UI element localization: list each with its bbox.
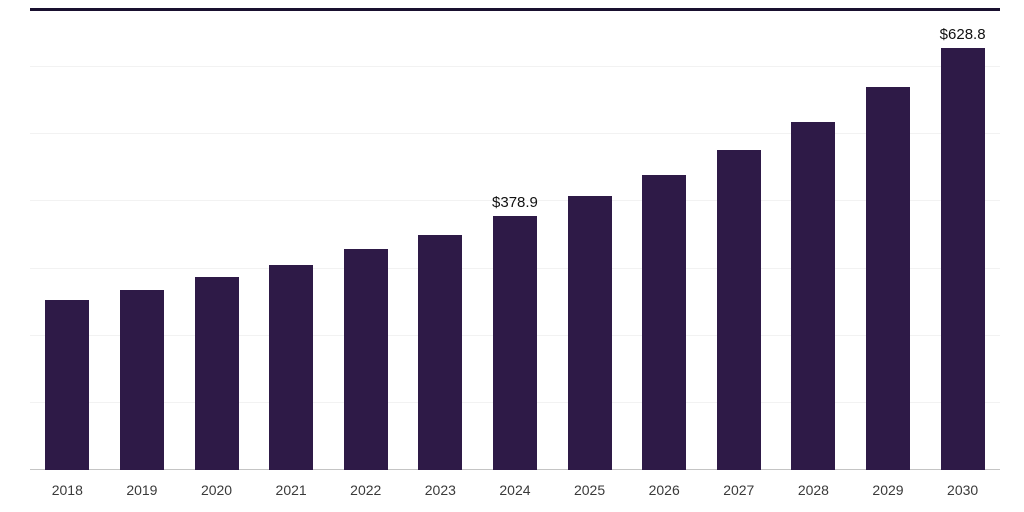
bar-slot <box>552 0 627 470</box>
bar-slot: $628.8 <box>925 0 1000 470</box>
bar <box>343 249 388 470</box>
gridline <box>30 200 1000 202</box>
bar-value-label: $628.8 <box>939 25 986 43</box>
bar-slot <box>30 0 105 470</box>
bar <box>269 264 314 470</box>
bar-slot <box>627 0 702 470</box>
bar-slot: $378.9 <box>478 0 553 470</box>
bar-slot <box>254 0 329 470</box>
gridline <box>30 66 1000 68</box>
x-axis-label: 2029 <box>872 482 904 498</box>
x-axis-label: 2027 <box>723 482 755 498</box>
x-axis-label: 2026 <box>648 482 680 498</box>
x-axis-label: 2019 <box>126 482 158 498</box>
bar-slot <box>328 0 403 470</box>
x-axis: 2018 2019 2020 2021 2022 2023 2024 2025 2026 2027… <box>30 470 1000 512</box>
chart-top-border <box>30 8 1000 11</box>
x-axis-label: 2024 <box>499 482 531 498</box>
bar-slot <box>776 0 851 470</box>
x-axis-label: 2023 <box>424 482 456 498</box>
bars-row: $378.9 $628.8 <box>30 0 1000 470</box>
bar-slot <box>403 0 478 470</box>
x-axis-label: 2020 <box>200 482 233 498</box>
bar <box>642 174 687 470</box>
bar <box>194 277 239 470</box>
x-axis-label: 2030 <box>947 482 979 498</box>
bar <box>418 235 463 470</box>
bar <box>716 150 761 470</box>
x-axis-label: 2018 <box>51 482 83 498</box>
bar-slot <box>701 0 776 470</box>
bar <box>492 215 537 470</box>
bar <box>866 87 910 470</box>
gridline <box>30 133 1000 135</box>
x-axis-label: 2025 <box>573 482 606 498</box>
bar-slot <box>105 0 180 470</box>
bar <box>45 300 90 470</box>
bar-value-label: $378.9 <box>492 193 538 211</box>
bar <box>940 47 985 470</box>
x-axis-label: 2028 <box>797 482 829 498</box>
x-axis-label: 2021 <box>275 482 307 498</box>
bar <box>567 196 612 470</box>
bar-slot <box>851 0 926 470</box>
bar-slot <box>179 0 254 470</box>
x-axis-label: 2022 <box>350 482 382 498</box>
plot-area: $378.9 $628.8 <box>30 0 1000 470</box>
bar <box>119 290 164 470</box>
bar <box>791 122 836 470</box>
